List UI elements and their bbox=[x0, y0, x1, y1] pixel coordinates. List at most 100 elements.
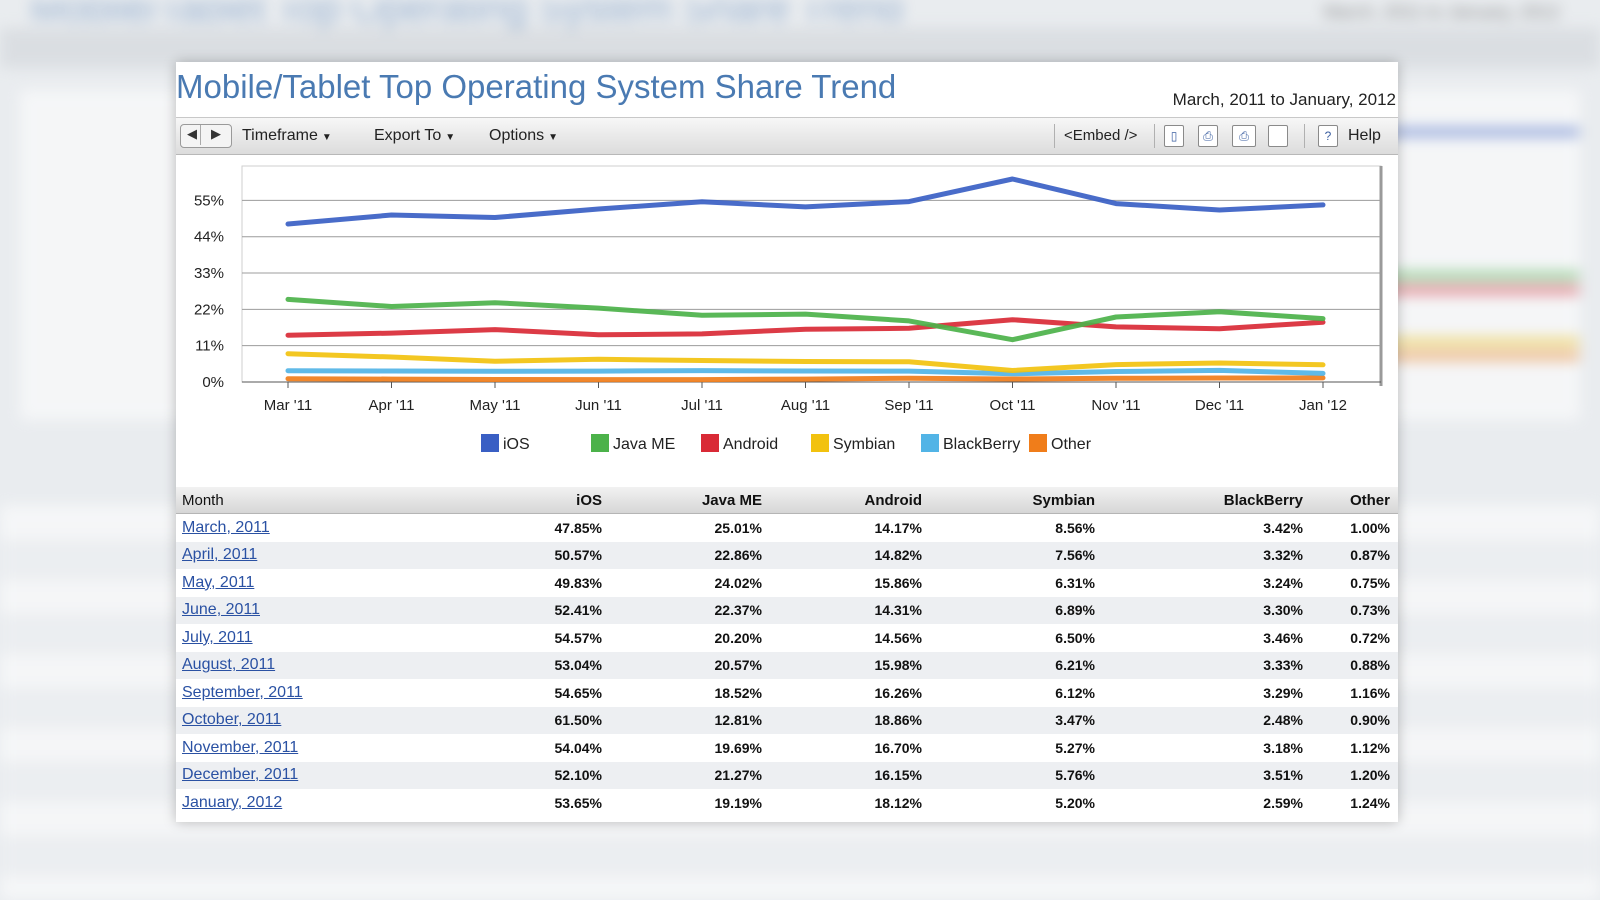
value-cell: 54.65% bbox=[554, 684, 602, 701]
value-cell: 0.75% bbox=[1350, 574, 1390, 591]
legend-item[interactable]: BlackBerry bbox=[921, 434, 1020, 454]
month-link[interactable]: April, 2011 bbox=[182, 546, 258, 564]
value-cell: 12.81% bbox=[610, 706, 770, 734]
value-cell: 18.52% bbox=[714, 684, 762, 701]
value-cell: 20.57% bbox=[610, 651, 770, 679]
line-chart: 0% 11% 22% 33% 44% 55% Mar '11 Apr '11 May '11 Ju… bbox=[194, 165, 1383, 414]
month-link[interactable]: January, 2012 bbox=[182, 793, 283, 811]
col-header-blackberry: BlackBerry bbox=[1103, 487, 1311, 514]
value-cell: 3.47% bbox=[930, 706, 1103, 734]
value-cell: 1.00% bbox=[1350, 519, 1390, 536]
print-icon[interactable]: ⎙ bbox=[1232, 125, 1256, 147]
data-table: Month iOS Java ME Android Symbian BlackB… bbox=[176, 487, 1398, 817]
month-link[interactable]: August, 2011 bbox=[182, 656, 276, 674]
month-cell: November, 2011 bbox=[176, 734, 450, 762]
page-title: Mobile/Tablet Top Operating System Share… bbox=[176, 68, 897, 105]
value-cell: 3.32% bbox=[1103, 541, 1311, 569]
timeframe-menu[interactable]: Timeframe ▼ bbox=[242, 127, 332, 145]
month-link[interactable]: May, 2011 bbox=[182, 573, 255, 591]
month-link[interactable]: November, 2011 bbox=[182, 738, 299, 756]
value-cell: 0.72% bbox=[1350, 629, 1390, 646]
value-cell: 3.30% bbox=[1103, 596, 1311, 624]
bg-other-line bbox=[1380, 352, 1580, 360]
date-range: March, 2011 to January, 2012 bbox=[1172, 90, 1396, 109]
value-cell: 1.20% bbox=[1311, 761, 1398, 789]
legend-item[interactable]: Symbian bbox=[811, 434, 895, 454]
options-menu[interactable]: Options ▼ bbox=[489, 127, 558, 145]
help-icon[interactable]: ? bbox=[1318, 125, 1338, 147]
export-menu[interactable]: Export To ▼ bbox=[374, 127, 455, 145]
bg-toolbar bbox=[0, 28, 1600, 68]
col-header-android: Android bbox=[770, 487, 930, 514]
bg-date-range: March, 2011 to January, 2012 bbox=[1323, 2, 1560, 22]
legend-label: Java ME bbox=[613, 436, 676, 453]
value-cell: 7.56% bbox=[930, 541, 1103, 569]
value-cell: 19.69% bbox=[714, 739, 762, 756]
table-row: June, 2011 52.41% 22.37% 14.31% 6.89% 3.30% 0.… bbox=[176, 596, 1398, 624]
value-cell: 21.27% bbox=[610, 761, 770, 789]
value-cell: 19.19% bbox=[714, 794, 762, 811]
value-cell: 1.16% bbox=[1350, 684, 1390, 701]
month-link[interactable]: September, 2011 bbox=[182, 683, 303, 701]
x-tick-label: Dec '11 bbox=[1195, 397, 1244, 414]
prev-arrow-icon[interactable]: ◀ bbox=[187, 126, 197, 141]
month-link[interactable]: June, 2011 bbox=[182, 601, 260, 619]
value-cell: 6.12% bbox=[1055, 684, 1095, 701]
table-row: December, 2011 52.10% 21.27% 16.15% 5.76% 3.5… bbox=[176, 761, 1398, 789]
month-link[interactable]: July, 2011 bbox=[182, 628, 253, 646]
help-button[interactable]: Help bbox=[1348, 127, 1381, 144]
month-link[interactable]: March, 2011 bbox=[182, 518, 270, 536]
table-row: April, 2011 50.57% 22.86% 14.82% 7.56% 3.32% 0… bbox=[176, 541, 1398, 569]
legend-item[interactable]: iOS bbox=[481, 434, 530, 454]
legend-item[interactable]: Java ME bbox=[591, 434, 675, 454]
value-cell: 15.98% bbox=[770, 651, 930, 679]
pdf-icon[interactable]: ⎙ bbox=[1198, 125, 1218, 147]
document-icon[interactable] bbox=[1268, 125, 1288, 147]
embed-button[interactable]: <Embed /> bbox=[1064, 127, 1138, 144]
value-cell: 16.26% bbox=[874, 684, 922, 701]
value-cell: 18.86% bbox=[770, 706, 930, 734]
value-cell: 0.88% bbox=[1311, 651, 1398, 679]
legend-label: BlackBerry bbox=[943, 436, 1021, 453]
month-link[interactable]: October, 2011 bbox=[182, 711, 282, 729]
report-panel: Mobile/Tablet Top Operating System Share… bbox=[176, 62, 1398, 822]
legend-label: Other bbox=[1051, 436, 1092, 453]
chevron-down-icon: ▼ bbox=[548, 132, 559, 143]
legend-label: Symbian bbox=[833, 436, 896, 453]
col-header-symbian: Symbian bbox=[930, 487, 1103, 514]
y-tick-label: 0% bbox=[202, 374, 224, 391]
legend-label: Android bbox=[723, 436, 779, 453]
month-cell: March, 2011 bbox=[176, 514, 450, 542]
table-row: March, 2011 47.85% 25.01% 14.17% 8.56% 3.42% 1… bbox=[176, 514, 1398, 542]
legend-item[interactable]: Android bbox=[701, 434, 778, 454]
value-cell: 15.86% bbox=[874, 574, 922, 591]
legend-swatch bbox=[811, 434, 829, 452]
value-cell: 22.37% bbox=[610, 596, 770, 624]
legend-item[interactable]: Other bbox=[1029, 434, 1091, 454]
value-cell: 14.17% bbox=[874, 519, 922, 536]
y-tick-label: 33% bbox=[194, 265, 224, 282]
value-cell: 18.12% bbox=[874, 794, 922, 811]
next-arrow-icon[interactable]: ▶ bbox=[211, 126, 221, 141]
value-cell: 24.02% bbox=[714, 574, 762, 591]
month-link[interactable]: December, 2011 bbox=[182, 766, 299, 784]
legend-label: iOS bbox=[503, 436, 530, 453]
col-header-ios: iOS bbox=[450, 487, 610, 514]
export-label: Export To bbox=[374, 127, 442, 144]
table-row: July, 2011 54.57% 20.20% 14.56% 6.50% 3.46% 0.… bbox=[176, 624, 1398, 652]
table-row: August, 2011 53.04% 20.57% 15.98% 6.21% 3.33%… bbox=[176, 651, 1398, 679]
bg-title: Mobile/Tablet Top Operating System Share… bbox=[30, 0, 904, 30]
bookmark-icon[interactable]: ▯ bbox=[1164, 125, 1184, 147]
legend-swatch bbox=[481, 434, 499, 452]
series-line-android bbox=[285, 317, 1326, 338]
value-cell: 61.50% bbox=[450, 706, 610, 734]
value-cell: 54.04% bbox=[554, 739, 602, 756]
toolbar-divider bbox=[1304, 124, 1305, 148]
value-cell: 1.24% bbox=[1350, 794, 1390, 811]
x-tick-label: Jan '12 bbox=[1299, 397, 1347, 414]
y-tick-label: 55% bbox=[194, 192, 224, 209]
x-tick-label: Jul '11 bbox=[681, 397, 723, 414]
series-line-ios bbox=[285, 176, 1326, 227]
table-row: January, 2012 53.65% 19.19% 18.12% 5.20% 2.59… bbox=[176, 789, 1398, 817]
timeframe-label: Timeframe bbox=[242, 127, 318, 144]
